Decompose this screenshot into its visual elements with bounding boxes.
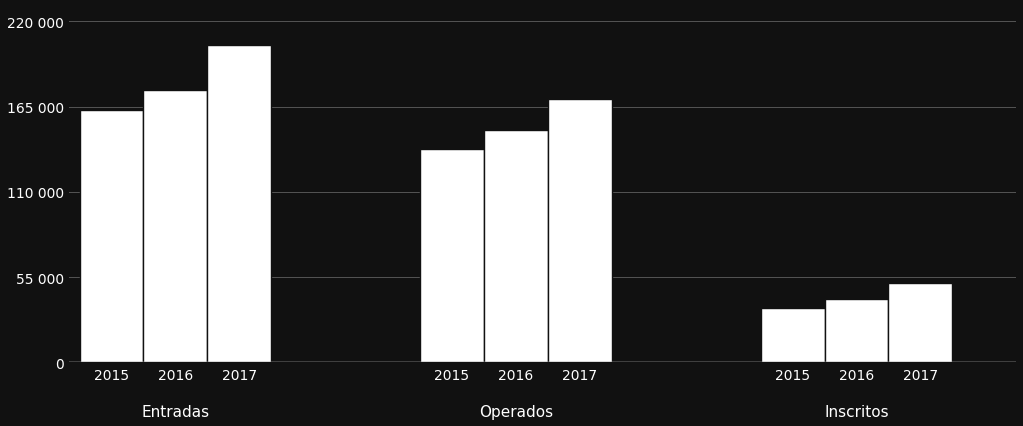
Bar [825,299,888,363]
Bar [420,149,484,363]
Bar [208,46,271,363]
Bar [484,131,547,363]
Text: Entradas: Entradas [141,404,210,419]
Bar [143,90,208,363]
Text: Operados: Operados [479,404,553,419]
Text: Inscritos: Inscritos [825,404,889,419]
Bar [547,100,612,363]
Bar [80,110,143,363]
Bar [761,308,825,363]
Bar [888,284,952,363]
